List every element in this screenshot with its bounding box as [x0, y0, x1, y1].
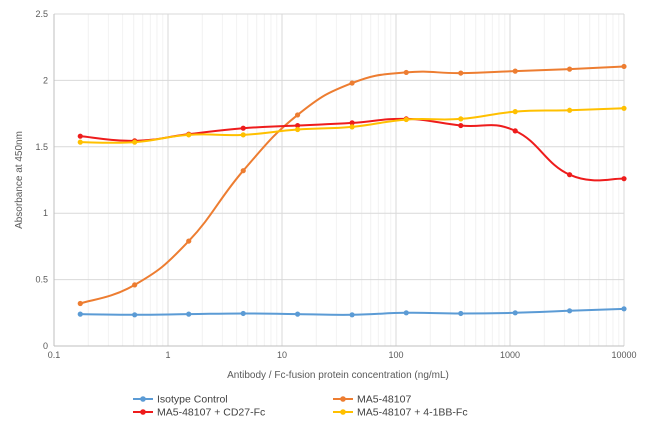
data-point: [294, 311, 301, 317]
legend-item: Isotype Control: [133, 394, 228, 406]
data-point: [186, 132, 192, 138]
data-point: [240, 168, 246, 174]
data-point: [512, 68, 518, 74]
legend-label: MA5-48107: [357, 394, 411, 406]
data-point: [349, 120, 355, 126]
legend-label: MA5-48107 + CD27-Fc: [157, 407, 265, 419]
data-point: [621, 306, 627, 312]
legend-marker: [140, 396, 146, 402]
data-point: [621, 105, 627, 111]
series-line: [79, 65, 625, 305]
data-point: [458, 310, 464, 317]
data-point: [294, 112, 301, 118]
data-point: [403, 69, 409, 76]
data-point: [240, 132, 246, 138]
data-point: [77, 311, 83, 317]
data-point: [77, 133, 83, 139]
data-series: [77, 63, 627, 318]
data-point: [240, 310, 246, 317]
data-point: [349, 80, 355, 86]
data-point: [294, 126, 301, 133]
x-axis-tick-labels: 0.1 1 10 100 1000 10000: [48, 350, 637, 360]
data-point: [403, 116, 409, 123]
x-tick-label: 10000: [611, 350, 636, 360]
data-point: [458, 70, 464, 76]
data-point: [294, 122, 301, 129]
data-point: [458, 122, 464, 129]
legend-label: MA5-48107 + 4-1BB-Fc: [357, 407, 468, 419]
data-point: [77, 300, 83, 307]
x-tick-label: 1: [165, 350, 170, 360]
data-point: [567, 308, 573, 314]
data-point: [349, 124, 355, 130]
data-point: [621, 63, 627, 70]
x-tick-label: 100: [388, 350, 403, 360]
data-point: [132, 139, 138, 145]
y-axis-title: Absorbance at 450nm: [14, 131, 25, 229]
grid-lines: [53, 13, 625, 347]
data-point: [512, 310, 518, 316]
y-axis-tick-labels: 0 0.5 1 1.5 2 2.5: [35, 9, 48, 351]
legend-item: MA5-48107 + CD27-Fc: [133, 407, 265, 419]
data-point: [132, 312, 138, 318]
legend-label: Isotype Control: [157, 394, 228, 406]
y-tick-label: 0.5: [35, 275, 48, 285]
y-tick-label: 1.5: [35, 142, 48, 152]
y-tick-label: 1: [43, 208, 48, 218]
data-point: [458, 116, 464, 122]
legend-marker: [340, 409, 346, 415]
series-2: [77, 63, 627, 307]
data-point: [512, 128, 518, 134]
data-point: [567, 66, 573, 72]
data-point: [621, 176, 627, 182]
data-point: [567, 107, 573, 113]
data-point: [567, 172, 573, 178]
axes: [53, 14, 624, 347]
y-tick-label: 0: [43, 341, 48, 351]
legend-marker: [140, 409, 146, 415]
legend-item: MA5-48107 + 4-1BB-Fc: [333, 407, 468, 419]
x-tick-label: 10: [277, 350, 287, 360]
data-point: [512, 109, 518, 115]
x-tick-label: 0.1: [48, 350, 61, 360]
series-1: [77, 306, 627, 318]
data-point: [186, 238, 192, 244]
x-tick-label: 1000: [500, 350, 520, 360]
data-point: [132, 282, 138, 288]
legend-item: MA5-48107: [333, 394, 411, 406]
legend: Isotype Control MA5-48107 MA5-48107 + CD27…: [133, 394, 468, 419]
x-axis-title: Antibody / Fc-fusion protein concentrati…: [227, 370, 449, 381]
y-tick-label: 2.5: [35, 9, 48, 19]
series-4: [77, 105, 627, 145]
data-point: [240, 125, 246, 131]
data-point: [403, 310, 409, 316]
data-point: [77, 139, 83, 145]
legend-marker: [340, 396, 346, 402]
data-point: [186, 311, 192, 317]
y-tick-label: 2: [43, 75, 48, 85]
data-point: [349, 312, 355, 318]
